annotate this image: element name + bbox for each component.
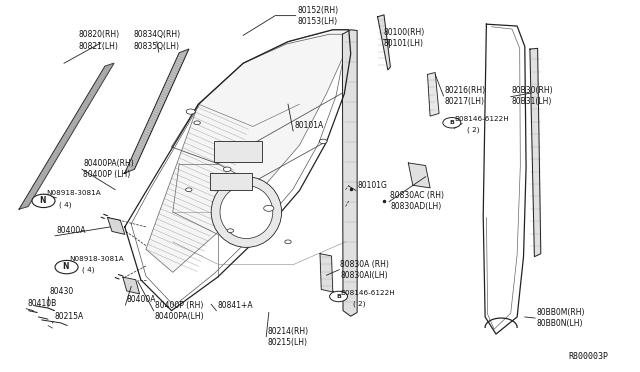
- Text: B: B: [449, 120, 454, 125]
- Text: ( 2): ( 2): [353, 301, 366, 307]
- Text: B08146-6122H: B08146-6122H: [454, 116, 509, 122]
- Polygon shape: [125, 49, 189, 173]
- Text: 80153(LH): 80153(LH): [298, 17, 338, 26]
- Circle shape: [186, 188, 192, 192]
- Circle shape: [55, 260, 78, 274]
- Text: 80410B: 80410B: [28, 299, 57, 308]
- Circle shape: [194, 121, 200, 125]
- Polygon shape: [108, 218, 125, 234]
- Polygon shape: [123, 277, 140, 294]
- Text: 80830A (RH): 80830A (RH): [340, 260, 389, 269]
- Circle shape: [264, 205, 274, 211]
- Text: N: N: [63, 262, 69, 271]
- Text: 80820(RH): 80820(RH): [79, 30, 120, 39]
- Circle shape: [285, 240, 291, 244]
- Text: 80834Q(RH): 80834Q(RH): [133, 30, 180, 39]
- Text: ( 4): ( 4): [82, 267, 95, 273]
- Text: 80400PA(RH): 80400PA(RH): [83, 159, 134, 168]
- Text: 80101A: 80101A: [294, 121, 324, 130]
- Polygon shape: [146, 30, 349, 272]
- Text: 80101(LH): 80101(LH): [384, 39, 424, 48]
- Circle shape: [186, 109, 195, 114]
- Circle shape: [319, 139, 327, 144]
- Text: 80821(LH): 80821(LH): [79, 42, 118, 51]
- Text: ( 2): ( 2): [467, 127, 480, 133]
- Text: N08918-3081A: N08918-3081A: [46, 190, 101, 196]
- Ellipse shape: [211, 177, 282, 247]
- Text: B08146-6122H: B08146-6122H: [340, 290, 396, 296]
- Polygon shape: [530, 48, 541, 257]
- Bar: [214, 141, 262, 162]
- Text: 80215A: 80215A: [54, 312, 84, 321]
- Text: 80400A: 80400A: [56, 226, 86, 235]
- Circle shape: [330, 291, 348, 302]
- Text: R800003P: R800003P: [568, 352, 609, 361]
- Polygon shape: [342, 30, 357, 316]
- Polygon shape: [428, 73, 439, 116]
- Text: 80830AC (RH): 80830AC (RH): [390, 191, 444, 200]
- Polygon shape: [19, 63, 114, 209]
- Polygon shape: [483, 24, 526, 334]
- Text: B: B: [336, 294, 341, 299]
- Polygon shape: [378, 15, 390, 70]
- Text: 80216(RH): 80216(RH): [445, 86, 486, 95]
- Text: 80430: 80430: [50, 287, 74, 296]
- Text: 80215(LH): 80215(LH): [268, 338, 307, 347]
- Circle shape: [32, 194, 55, 208]
- Text: 80400P (RH): 80400P (RH): [155, 301, 204, 310]
- Text: 80400PA(LH): 80400PA(LH): [155, 312, 205, 321]
- Text: 80841+A: 80841+A: [218, 301, 253, 310]
- Text: 80835Q(LH): 80835Q(LH): [133, 42, 179, 51]
- Text: 80BB0N(LH): 80BB0N(LH): [536, 319, 583, 328]
- Text: 80400P (LH): 80400P (LH): [83, 170, 131, 179]
- Circle shape: [227, 229, 234, 232]
- Text: ( 4): ( 4): [59, 201, 72, 208]
- Text: 80101G: 80101G: [357, 181, 387, 190]
- Text: 80100(RH): 80100(RH): [384, 28, 425, 37]
- Text: N: N: [40, 196, 46, 205]
- Text: 80BB0M(RH): 80BB0M(RH): [536, 308, 585, 317]
- Polygon shape: [125, 30, 351, 311]
- Polygon shape: [408, 163, 430, 188]
- Text: 80152(RH): 80152(RH): [298, 6, 339, 15]
- Ellipse shape: [220, 186, 273, 238]
- Circle shape: [223, 167, 231, 171]
- Text: 80400A: 80400A: [127, 295, 156, 304]
- Text: 80217(LH): 80217(LH): [445, 97, 485, 106]
- Text: 80B30(RH): 80B30(RH): [512, 86, 554, 95]
- Bar: [210, 173, 252, 190]
- Text: 80830AD(LH): 80830AD(LH): [390, 202, 442, 211]
- Text: 80B31(LH): 80B31(LH): [512, 97, 552, 106]
- Polygon shape: [320, 254, 333, 292]
- Text: 80830AI(LH): 80830AI(LH): [340, 271, 388, 280]
- Text: N08918-3081A: N08918-3081A: [69, 256, 124, 262]
- Text: 80214(RH): 80214(RH): [268, 327, 308, 336]
- Circle shape: [443, 118, 461, 128]
